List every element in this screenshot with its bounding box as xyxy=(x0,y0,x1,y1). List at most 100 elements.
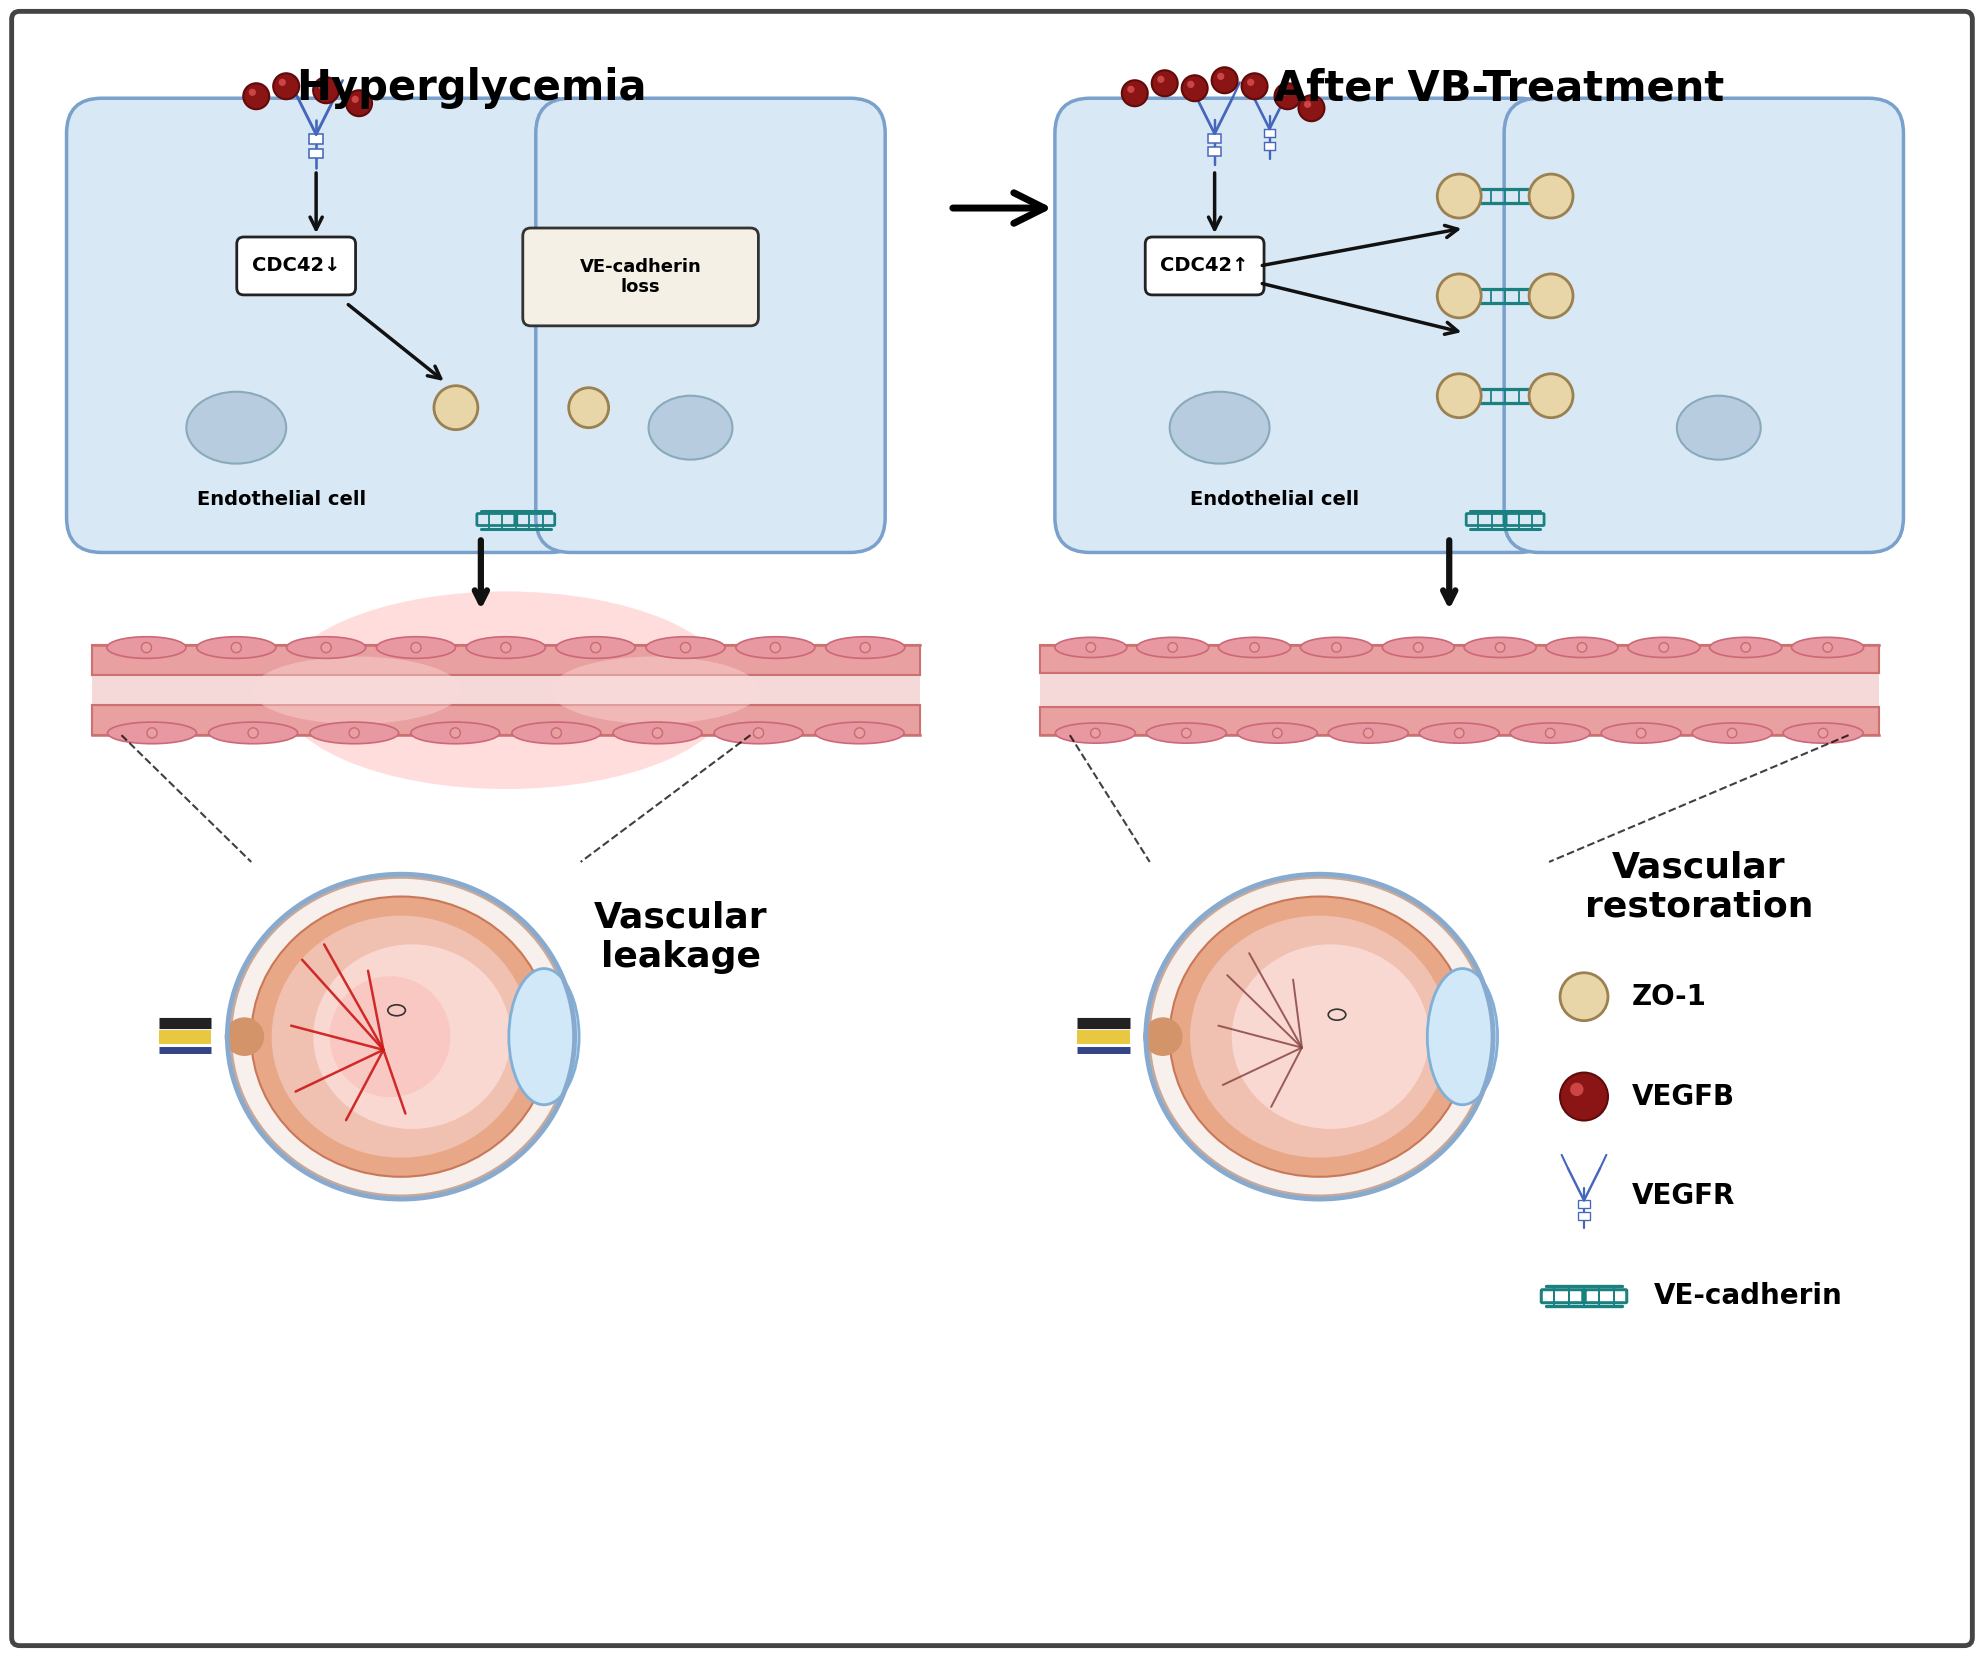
Circle shape xyxy=(855,727,865,737)
Ellipse shape xyxy=(1055,638,1127,658)
Ellipse shape xyxy=(714,722,804,744)
Circle shape xyxy=(351,96,359,103)
Ellipse shape xyxy=(1792,638,1863,658)
Circle shape xyxy=(1274,83,1300,109)
Text: Vascular
leakage: Vascular leakage xyxy=(593,900,768,974)
Ellipse shape xyxy=(1676,396,1760,459)
Circle shape xyxy=(411,643,421,653)
Circle shape xyxy=(147,727,157,737)
Circle shape xyxy=(434,386,478,429)
Text: VEGFR: VEGFR xyxy=(1633,1183,1736,1210)
Text: CDC42↓: CDC42↓ xyxy=(252,257,341,275)
FancyArrowPatch shape xyxy=(952,192,1044,224)
Circle shape xyxy=(754,727,764,737)
Circle shape xyxy=(1186,81,1194,88)
Circle shape xyxy=(1303,101,1311,108)
Ellipse shape xyxy=(1327,722,1409,742)
Circle shape xyxy=(1546,729,1555,737)
Circle shape xyxy=(1637,729,1647,737)
Ellipse shape xyxy=(1137,638,1208,658)
Circle shape xyxy=(1530,374,1573,418)
Circle shape xyxy=(1182,75,1208,101)
Text: VE-cadherin
loss: VE-cadherin loss xyxy=(579,257,702,297)
Ellipse shape xyxy=(224,1017,264,1056)
Bar xyxy=(1579,1200,1589,1208)
Circle shape xyxy=(861,643,871,653)
Circle shape xyxy=(450,727,460,737)
Circle shape xyxy=(1127,86,1135,93)
Bar xyxy=(310,149,323,157)
Ellipse shape xyxy=(1383,638,1454,658)
Ellipse shape xyxy=(1601,722,1680,742)
Circle shape xyxy=(248,727,258,737)
Text: CDC42↑: CDC42↑ xyxy=(1161,257,1248,275)
Circle shape xyxy=(1742,643,1750,653)
Circle shape xyxy=(1298,94,1325,121)
Circle shape xyxy=(591,643,601,653)
Circle shape xyxy=(500,643,512,653)
Ellipse shape xyxy=(252,896,552,1176)
Bar xyxy=(1264,129,1276,138)
Circle shape xyxy=(1413,643,1423,653)
Circle shape xyxy=(1272,729,1282,737)
Text: Vascular
restoration: Vascular restoration xyxy=(1585,850,1813,923)
Circle shape xyxy=(1559,973,1607,1021)
Ellipse shape xyxy=(1692,722,1772,742)
Circle shape xyxy=(244,83,270,109)
Ellipse shape xyxy=(313,944,510,1128)
Circle shape xyxy=(681,643,690,653)
Circle shape xyxy=(1216,73,1224,80)
Circle shape xyxy=(349,727,359,737)
Circle shape xyxy=(653,727,663,737)
Ellipse shape xyxy=(196,636,276,658)
Circle shape xyxy=(552,727,561,737)
Ellipse shape xyxy=(1784,722,1863,742)
Bar xyxy=(1264,141,1276,151)
Ellipse shape xyxy=(286,636,365,658)
Circle shape xyxy=(1363,729,1373,737)
Ellipse shape xyxy=(815,722,905,744)
Ellipse shape xyxy=(508,969,579,1105)
Bar xyxy=(1579,1213,1589,1220)
Ellipse shape xyxy=(1546,638,1619,658)
Circle shape xyxy=(278,80,286,86)
Circle shape xyxy=(141,643,151,653)
Circle shape xyxy=(313,78,339,103)
Circle shape xyxy=(1659,643,1669,653)
Circle shape xyxy=(1577,643,1587,653)
Ellipse shape xyxy=(186,391,286,464)
Ellipse shape xyxy=(107,722,196,744)
Circle shape xyxy=(248,89,256,96)
Ellipse shape xyxy=(278,592,734,789)
FancyBboxPatch shape xyxy=(1040,645,1879,673)
Circle shape xyxy=(1182,729,1190,737)
Circle shape xyxy=(1121,80,1147,106)
Circle shape xyxy=(321,643,331,653)
Ellipse shape xyxy=(252,656,460,724)
Circle shape xyxy=(1169,643,1177,653)
Ellipse shape xyxy=(310,722,399,744)
FancyBboxPatch shape xyxy=(524,229,758,326)
Ellipse shape xyxy=(1190,916,1448,1158)
Ellipse shape xyxy=(736,636,815,658)
Circle shape xyxy=(1496,643,1506,653)
Ellipse shape xyxy=(1147,722,1226,742)
Circle shape xyxy=(1569,1082,1583,1095)
Text: After VB-Treatment: After VB-Treatment xyxy=(1274,68,1724,109)
Ellipse shape xyxy=(1710,638,1782,658)
Ellipse shape xyxy=(1510,722,1591,742)
Ellipse shape xyxy=(512,722,601,744)
Ellipse shape xyxy=(1218,638,1290,658)
Circle shape xyxy=(1823,643,1833,653)
FancyBboxPatch shape xyxy=(1145,237,1264,295)
Circle shape xyxy=(1817,729,1827,737)
Text: Endothelial cell: Endothelial cell xyxy=(196,490,365,509)
Circle shape xyxy=(1436,374,1482,418)
Circle shape xyxy=(1153,70,1178,96)
Circle shape xyxy=(1212,68,1238,93)
FancyBboxPatch shape xyxy=(91,706,921,736)
Ellipse shape xyxy=(107,636,186,658)
Ellipse shape xyxy=(556,636,635,658)
Ellipse shape xyxy=(466,636,546,658)
Circle shape xyxy=(1248,80,1254,86)
